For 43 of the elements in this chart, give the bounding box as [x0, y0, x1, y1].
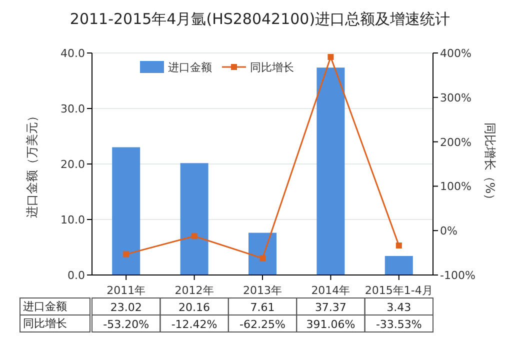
y2-tick-label: -100%: [440, 269, 476, 282]
point: [260, 255, 266, 262]
point: [191, 233, 198, 240]
bar: [112, 147, 140, 275]
data-label: -53.20%: [103, 318, 150, 331]
x-tick-label: 2015年1-4月: [364, 284, 433, 297]
y-tick-label: 0.0: [68, 269, 85, 282]
point: [396, 242, 402, 248]
y2-tick-label: 300%: [440, 91, 472, 104]
y2-tick-label: 400%: [440, 47, 472, 60]
data-label: -62.25%: [240, 318, 286, 331]
y-tick-label: 30.0: [60, 102, 85, 116]
legend-label: 进口金额: [168, 61, 212, 74]
x-tick-label: 2014年: [311, 284, 350, 297]
y-tick-label: 20.0: [60, 158, 85, 171]
data-label: 391.06%: [306, 318, 356, 331]
x-tick-label: 2011年: [106, 284, 146, 297]
y2-tick-label: 200%: [440, 136, 472, 149]
data-label: 23.02: [110, 301, 142, 314]
y-tick-label: 40.0: [60, 47, 85, 60]
text: 同比增长: [23, 317, 67, 330]
legend-label: 同比增长: [250, 61, 294, 74]
y2-tick-label: 0%: [440, 224, 458, 238]
point: [123, 251, 130, 258]
y-tick-label: 10.0: [60, 214, 85, 226]
bar: [248, 232, 276, 275]
data-label: -33.53%: [376, 318, 422, 331]
x-tick-label: 2012年: [174, 284, 214, 297]
data-label: 7.61: [250, 301, 275, 314]
x-tick-label: 2013年: [243, 284, 282, 297]
data-label: 37.37: [314, 301, 346, 314]
data-label: 20.16: [178, 301, 210, 314]
bar: [384, 256, 413, 275]
point: [328, 54, 334, 60]
bar: [180, 163, 208, 275]
data-label: 3.43: [386, 301, 412, 314]
bar: [316, 68, 345, 275]
data-label: -12.42%: [171, 318, 218, 331]
chart-title: 2011-2015年4月氩(HS28042100)进口总额及增速统计: [70, 10, 450, 28]
y2-axis-title: 同比增长（%）: [483, 122, 497, 206]
y2-tick-label: 100%: [440, 180, 472, 194]
text: 进口金额: [23, 300, 67, 313]
y-axis-title: 进口金额（万美元）: [25, 110, 39, 218]
